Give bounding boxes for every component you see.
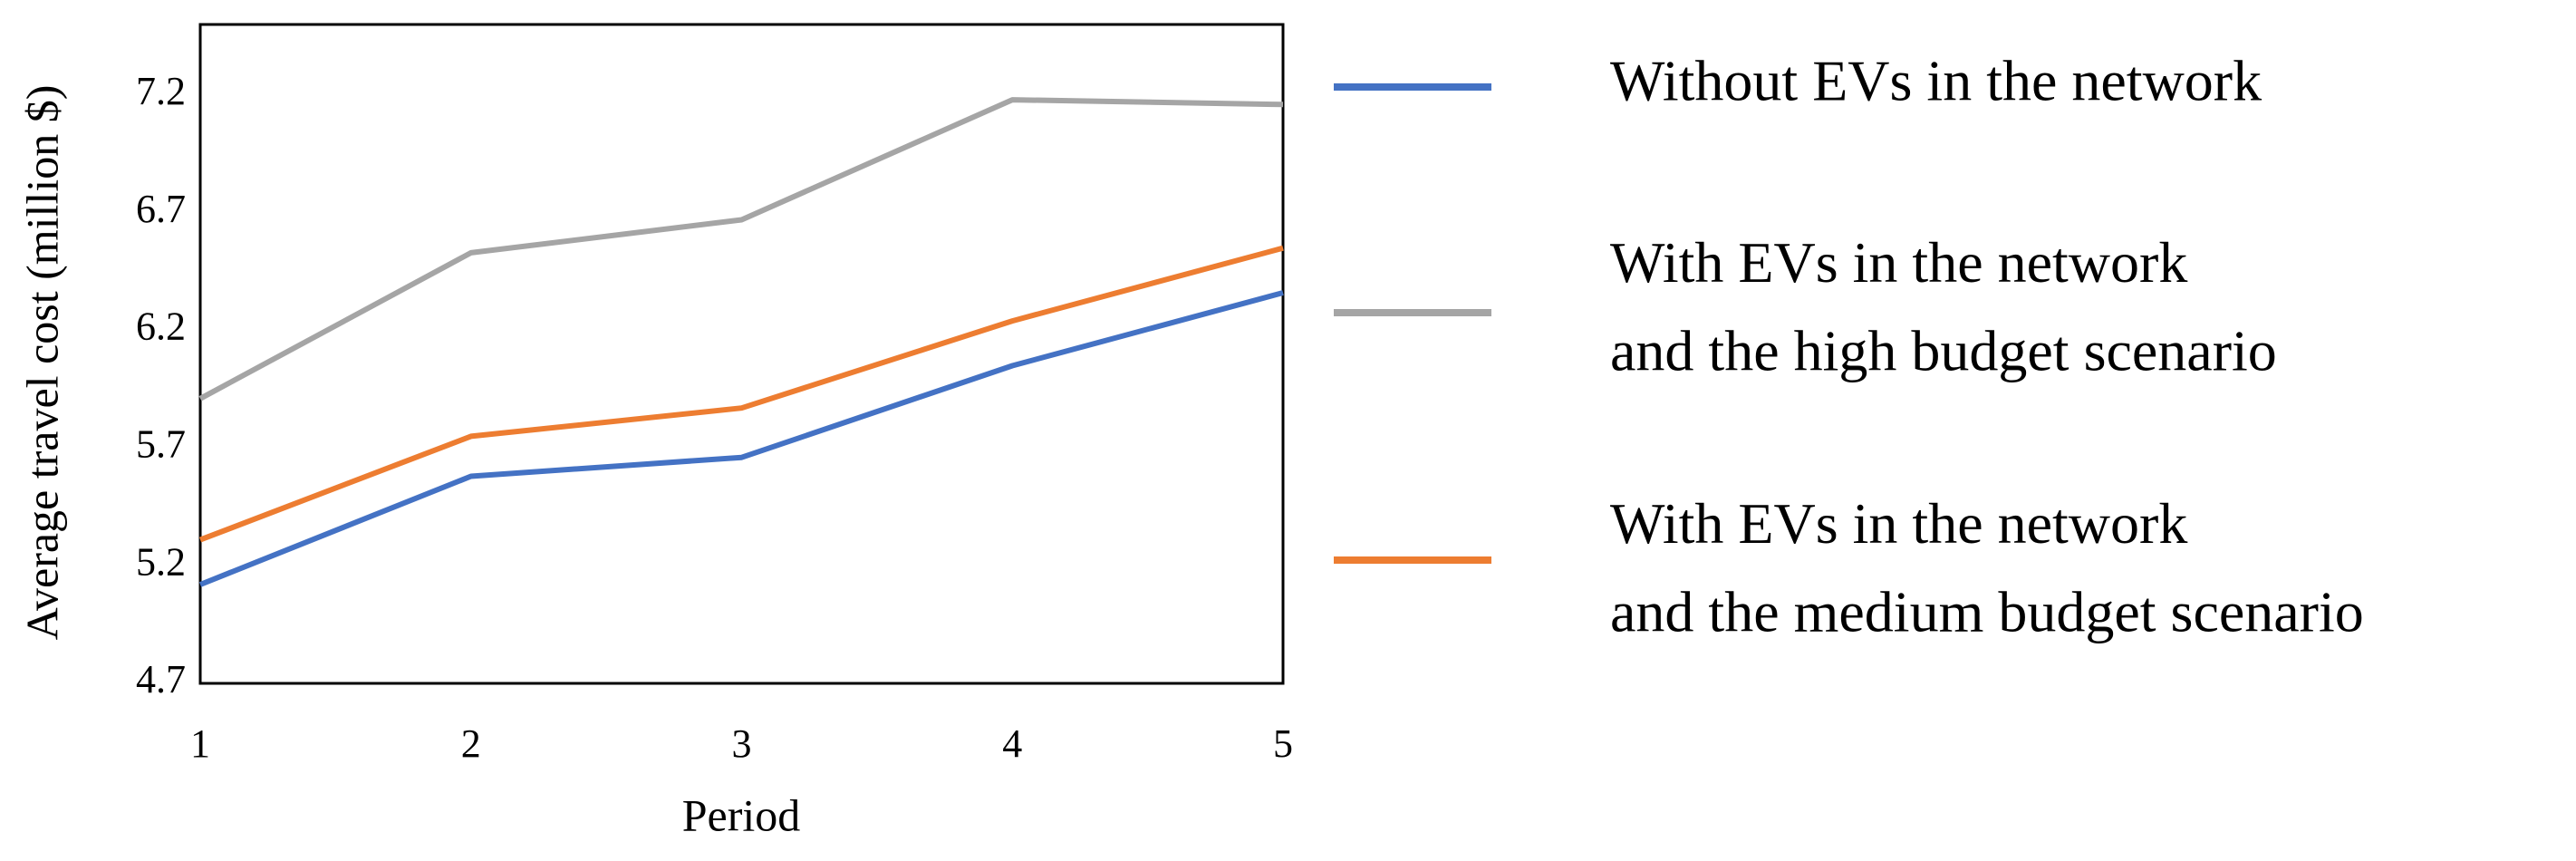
x-tick-label: 2 [461, 721, 481, 766]
y-axis-title: Average travel cost (million $) [16, 85, 67, 641]
y-tick-label: 7.2 [136, 69, 186, 113]
x-tick-label: 1 [190, 721, 210, 766]
legend-label: With EVs in the network and the medium bu… [1610, 491, 2364, 643]
legend-label: With EVs in the network and the high budg… [1610, 230, 2277, 382]
x-tick-label: 3 [732, 721, 752, 766]
series-line [198, 290, 1284, 587]
x-tick-label: 4 [1002, 721, 1022, 766]
y-tick-label: 6.2 [136, 305, 186, 349]
y-tick-label: 5.2 [136, 539, 186, 584]
y-tick-label: 4.7 [136, 657, 186, 701]
plot-frame [198, 23, 1285, 685]
y-tick-label: 5.7 [136, 421, 186, 466]
series-line [198, 245, 1284, 543]
series-line [198, 97, 1284, 401]
legend-label: Without EVs in the network [1610, 49, 2262, 113]
x-tick-label: 5 [1273, 721, 1293, 766]
y-tick-label: 6.7 [136, 187, 186, 231]
x-axis-title: Period [682, 789, 801, 840]
